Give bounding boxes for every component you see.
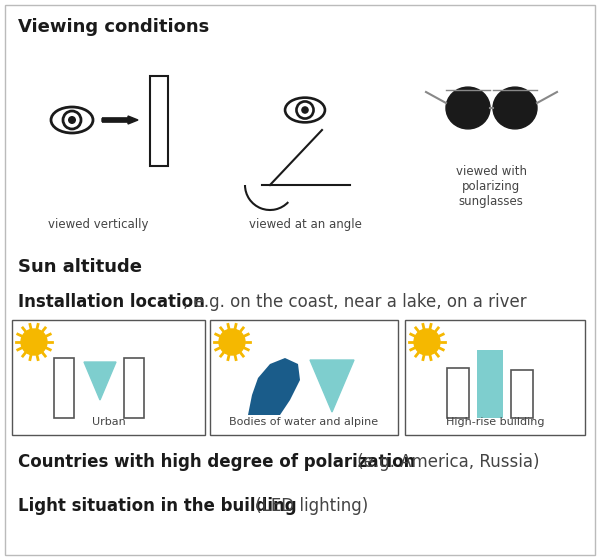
Bar [511, 370, 533, 418]
Bar [405, 320, 585, 435]
Circle shape [414, 329, 440, 355]
Text: (e.g. America, Russia): (e.g. America, Russia) [352, 453, 539, 471]
Text: viewed at an angle: viewed at an angle [248, 218, 361, 231]
Bar [210, 320, 398, 435]
Circle shape [68, 116, 76, 124]
Text: Sun altitude: Sun altitude [18, 258, 142, 276]
Text: Countries with high degree of polarization: Countries with high degree of polarizati… [18, 453, 415, 471]
Circle shape [21, 329, 47, 355]
Text: Light situation in the building: Light situation in the building [18, 497, 296, 515]
Ellipse shape [51, 107, 93, 133]
Text: , e.g. on the coast, near a lake, on a river: , e.g. on the coast, near a lake, on a r… [183, 293, 527, 311]
Ellipse shape [446, 87, 490, 129]
Circle shape [296, 101, 314, 119]
Text: viewed with
polarizing
sunglasses: viewed with polarizing sunglasses [455, 165, 527, 208]
FancyArrow shape [102, 116, 138, 124]
Text: High-rise building: High-rise building [446, 417, 544, 427]
Polygon shape [84, 362, 116, 400]
Bar [150, 76, 168, 166]
Bar [12, 320, 205, 435]
Polygon shape [248, 358, 300, 415]
Text: (LED lighting): (LED lighting) [250, 497, 368, 515]
Circle shape [301, 106, 309, 114]
Circle shape [63, 111, 81, 129]
Text: Urban: Urban [92, 417, 125, 427]
Bar [124, 358, 144, 418]
Bar [54, 358, 74, 418]
Text: Bodies of water and alpine: Bodies of water and alpine [229, 417, 379, 427]
Circle shape [219, 329, 245, 355]
Ellipse shape [493, 87, 537, 129]
Polygon shape [310, 360, 354, 412]
Bar [447, 368, 469, 418]
Text: Installation location: Installation location [18, 293, 205, 311]
Bar [477, 350, 503, 418]
Text: Viewing conditions: Viewing conditions [18, 18, 209, 36]
Text: viewed vertically: viewed vertically [48, 218, 148, 231]
Ellipse shape [285, 97, 325, 122]
